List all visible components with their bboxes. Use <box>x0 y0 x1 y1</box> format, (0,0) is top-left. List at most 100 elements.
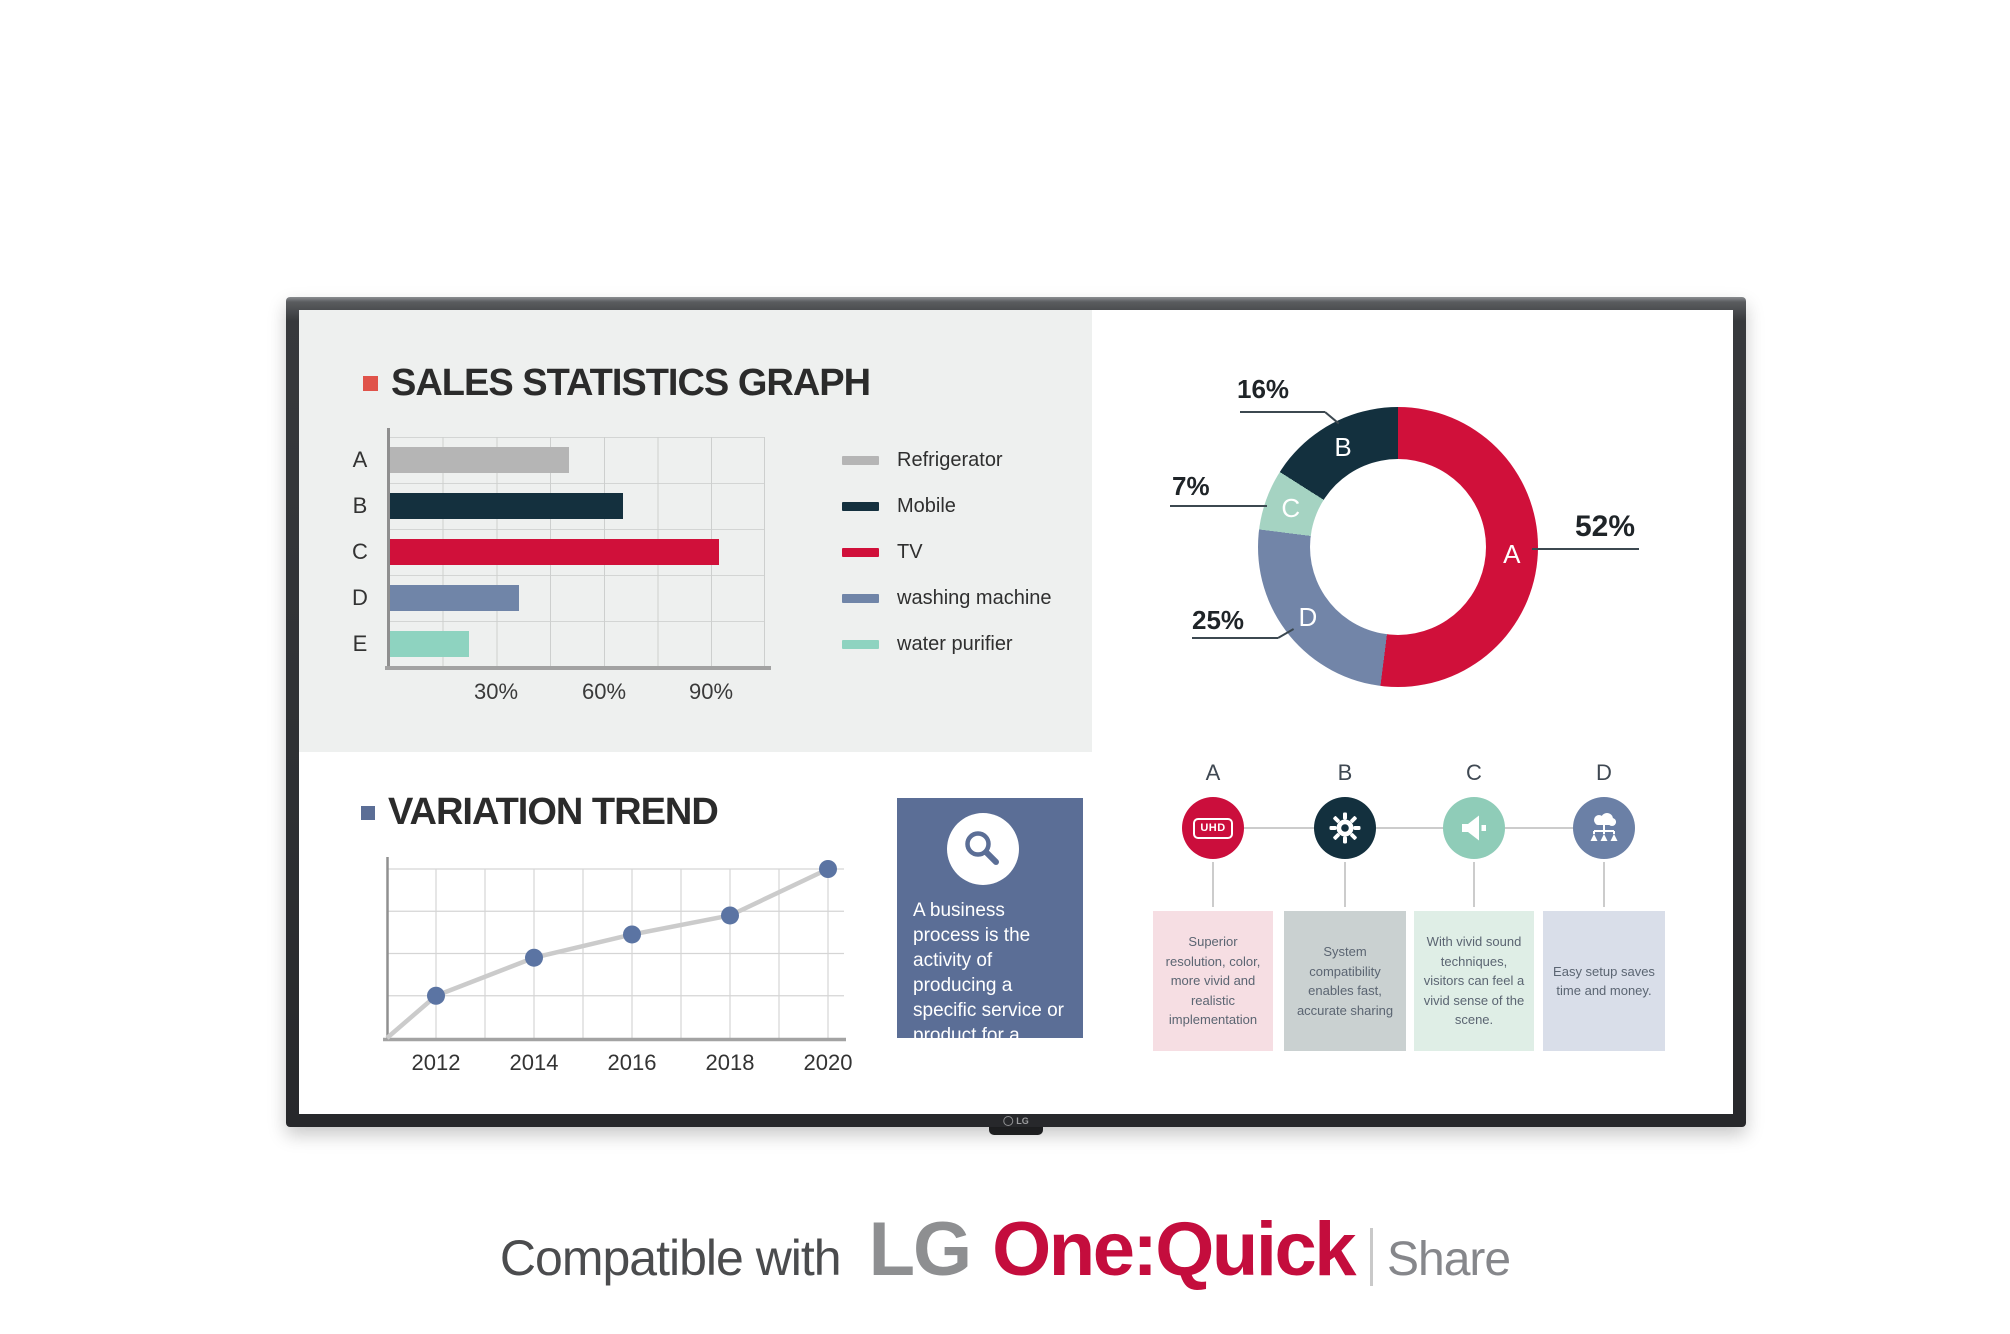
uhd-icon: UHD <box>1193 817 1233 839</box>
legend-swatch-icon <box>842 547 879 557</box>
legend-label: Mobile <box>897 494 956 517</box>
tagline-prefix: Compatible with <box>499 1230 842 1286</box>
legend-label: water purifier <box>897 632 1013 655</box>
speaker-icon <box>1462 815 1486 841</box>
feature-text: Easy setup saves time and money. <box>1553 963 1655 999</box>
trend-title-bullet-icon <box>361 805 375 820</box>
trend-title: VARIATION TREND <box>361 791 719 834</box>
tagline: Compatible with LG One:Quick Share <box>0 1206 2010 1293</box>
leader-line <box>1192 637 1278 639</box>
feature-letter: B <box>1337 760 1353 785</box>
chart-legend: Refrigerator Mobile TV washing machine water… <box>842 437 1052 667</box>
line-chart-year-label: 2018 <box>705 1050 755 1075</box>
legend-item: Refrigerator <box>842 437 1052 483</box>
feature-circle-c <box>1443 797 1505 859</box>
line-chart-svg <box>383 857 846 1042</box>
bar-row <box>390 529 766 575</box>
legend-swatch-icon <box>842 455 879 465</box>
sales-title-text: SALES STATISTICS GRAPH <box>391 362 871 404</box>
feature-text: Superior resolution, color, more vivid a… <box>1165 934 1261 1028</box>
donut-segment-label: D <box>1298 601 1318 632</box>
line-chart <box>379 855 859 1055</box>
bar-row <box>390 483 766 529</box>
feature-text-box: Easy setup saves time and money. <box>1543 911 1665 1051</box>
feature-connector-line <box>1213 827 1604 829</box>
info-circle <box>947 813 1019 885</box>
feature-stub-line <box>1473 862 1475 907</box>
feature-stub-line <box>1603 862 1605 907</box>
legend-label: Refrigerator <box>897 448 1003 471</box>
bar-category-label: D <box>352 585 368 610</box>
info-box: A business process is the activity of pr… <box>897 798 1083 1071</box>
donut-callout-b: 16% <box>1237 374 1290 404</box>
feature-text-box: Superior resolution, color, more vivid a… <box>1153 911 1273 1051</box>
line-chart-year-label: 2020 <box>803 1050 853 1075</box>
line-chart-year-label: 2014 <box>509 1050 559 1075</box>
feature-text-box: System compatibility enables fast, accur… <box>1284 911 1406 1051</box>
donut-callout-a: 52% <box>1575 510 1636 543</box>
tagline-product: One:Quick <box>992 1207 1356 1292</box>
donut-segment-label: C <box>1281 493 1301 524</box>
lg-logo-text: LG <box>1016 1116 1029 1126</box>
bar-category-label: A <box>352 447 368 472</box>
bar-axis-tick-label: 90% <box>688 679 734 704</box>
bar-d <box>390 585 519 611</box>
donut-chart: A D C B <box>1258 407 1538 687</box>
legend-item: water purifier <box>842 621 1052 667</box>
leader-line <box>1170 505 1267 507</box>
bar-row <box>390 575 766 621</box>
sales-title-bullet-icon <box>363 376 378 391</box>
legend-label: washing machine <box>897 586 1052 609</box>
donut-segment-label: A <box>1503 539 1521 570</box>
bar-chart-x-axis <box>385 666 771 670</box>
bar-category-label: E <box>352 631 368 656</box>
leader-line <box>1240 411 1325 413</box>
lg-logo-ring-icon <box>1003 1116 1014 1126</box>
feature-circle-b <box>1314 797 1376 859</box>
donut-segment-label: B <box>1334 432 1352 463</box>
tagline-divider <box>1369 1227 1373 1286</box>
bar-c <box>390 539 719 565</box>
bar-category-label: B <box>352 493 368 518</box>
bar-chart-y-axis <box>387 428 390 670</box>
legend-item: washing machine <box>842 575 1052 621</box>
feature-letter: D <box>1596 760 1612 785</box>
legend-swatch-icon <box>842 501 879 511</box>
gear-icon <box>1329 812 1361 844</box>
donut-hole <box>1310 459 1486 635</box>
leader-line <box>1532 548 1639 550</box>
line-chart-year-label: 2012 <box>411 1050 461 1075</box>
feature-circle-d <box>1573 797 1635 859</box>
bar-axis-tick-label: 60% <box>581 679 627 704</box>
magnifier-icon <box>965 831 999 865</box>
feature-text-box: With vivid sound techniques, visitors ca… <box>1414 911 1534 1051</box>
feature-text: System compatibility enables fast, accur… <box>1296 944 1394 1018</box>
feature-text: With vivid sound techniques, visitors ca… <box>1423 934 1525 1028</box>
legend-item: TV <box>842 529 1052 575</box>
bar-b <box>390 493 623 519</box>
monitor-stand-tab <box>989 1125 1043 1135</box>
legend-swatch-icon <box>842 593 879 603</box>
feature-stub-line <box>1344 862 1346 907</box>
bar-axis-tick-label: 30% <box>473 679 519 704</box>
cloud-network-icon <box>1590 813 1618 841</box>
sales-title: SALES STATISTICS GRAPH <box>363 362 871 405</box>
bar-category-label: C <box>352 539 368 564</box>
feature-stub-line <box>1212 862 1214 907</box>
line-chart-year-label: 2016 <box>607 1050 657 1075</box>
bar-e <box>390 631 469 657</box>
feature-letter: C <box>1466 760 1482 785</box>
legend-item: Mobile <box>842 483 1052 529</box>
tagline-lg-logo: LG <box>868 1207 973 1292</box>
legend-label: TV <box>897 540 923 563</box>
feature-letter: A <box>1205 760 1221 785</box>
bar-row <box>390 621 766 667</box>
lg-bezel-logo: LG <box>1003 1116 1029 1126</box>
trend-title-text: VARIATION TREND <box>388 791 719 833</box>
donut-callout-c: 7% <box>1172 471 1210 501</box>
legend-swatch-icon <box>842 639 879 649</box>
